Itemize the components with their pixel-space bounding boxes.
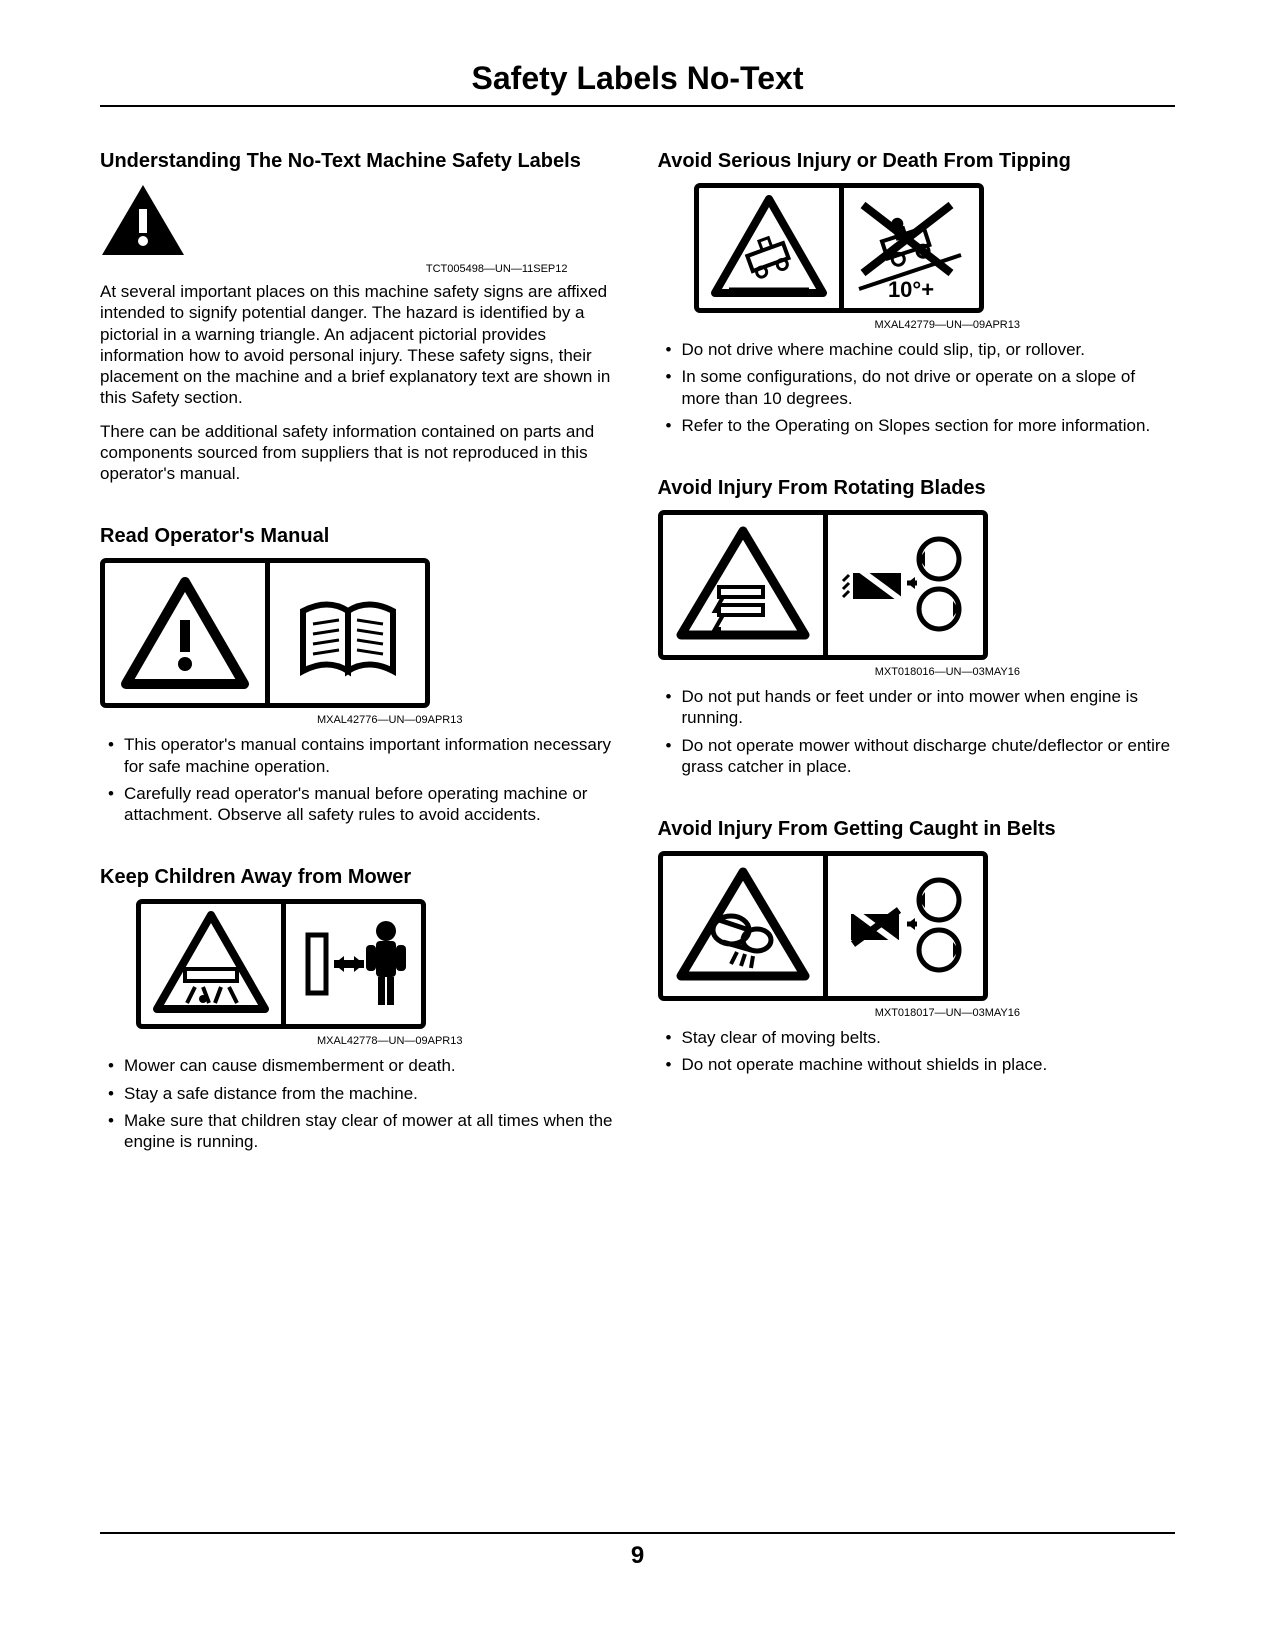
page-number: 9 [631,1542,644,1569]
bullet: Do not put hands or feet under or into m… [658,686,1176,729]
para-understanding-1: At several important places on this mach… [100,281,618,409]
bullet: Carefully read operator's manual before … [100,783,618,826]
bullets-tipping: Do not drive where machine could slip, t… [658,339,1176,436]
image-code-1: TCT005498—UN—11SEP12 [100,263,568,275]
pictogram-read-manual [100,558,618,708]
bullet: Do not operate machine without shields i… [658,1054,1176,1075]
heading-understanding: Understanding The No-Text Machine Safety… [100,149,618,173]
heading-keep-children: Keep Children Away from Mower [100,865,618,889]
bullet: In some configurations, do not drive or … [658,366,1176,409]
warning-triangle-icon [100,183,618,257]
heading-belts: Avoid Injury From Getting Caught in Belt… [658,817,1176,841]
pictogram-tipping: 10°+ [694,183,1176,313]
page-title: Safety Labels No-Text [100,60,1175,107]
bullet: Refer to the Operating on Slopes section… [658,415,1176,436]
image-code-3: MXAL42778—UN—09APR13 [100,1035,463,1047]
image-code-6: MXT018017—UN—03MAY16 [658,1007,1021,1019]
image-code-4: MXAL42779—UN—09APR13 [658,319,1021,331]
bullet: Do not operate mower without discharge c… [658,735,1176,778]
left-column: Understanding The No-Text Machine Safety… [100,131,618,1160]
bullets-children: Mower can cause dismemberment or death. … [100,1055,618,1152]
page-footer: 9 [100,1532,1175,1570]
right-column: Avoid Serious Injury or Death From Tippi… [658,131,1176,1160]
image-code-5: MXT018016—UN—03MAY16 [658,666,1021,678]
bullet: This operator's manual contains importan… [100,734,618,777]
bullets-belts: Stay clear of moving belts. Do not opera… [658,1027,1176,1076]
heading-blades: Avoid Injury From Rotating Blades [658,476,1176,500]
pictogram-belts [658,851,1176,1001]
heading-read-manual: Read Operator's Manual [100,524,618,548]
content-columns: Understanding The No-Text Machine Safety… [100,131,1175,1160]
bullet: Make sure that children stay clear of mo… [100,1110,618,1153]
bullet: Stay a safe distance from the machine. [100,1083,618,1104]
bullet: Stay clear of moving belts. [658,1027,1176,1048]
para-understanding-2: There can be additional safety informati… [100,421,618,485]
image-code-2: MXAL42776—UN—09APR13 [100,714,463,726]
pictogram-blades [658,510,1176,660]
bullets-blades: Do not put hands or feet under or into m… [658,686,1176,777]
bullet: Mower can cause dismemberment or death. [100,1055,618,1076]
angle-label: 10°+ [888,277,934,302]
bullets-read-manual: This operator's manual contains importan… [100,734,618,825]
heading-tipping: Avoid Serious Injury or Death From Tippi… [658,149,1176,173]
bullet: Do not drive where machine could slip, t… [658,339,1176,360]
pictogram-children [136,899,618,1029]
